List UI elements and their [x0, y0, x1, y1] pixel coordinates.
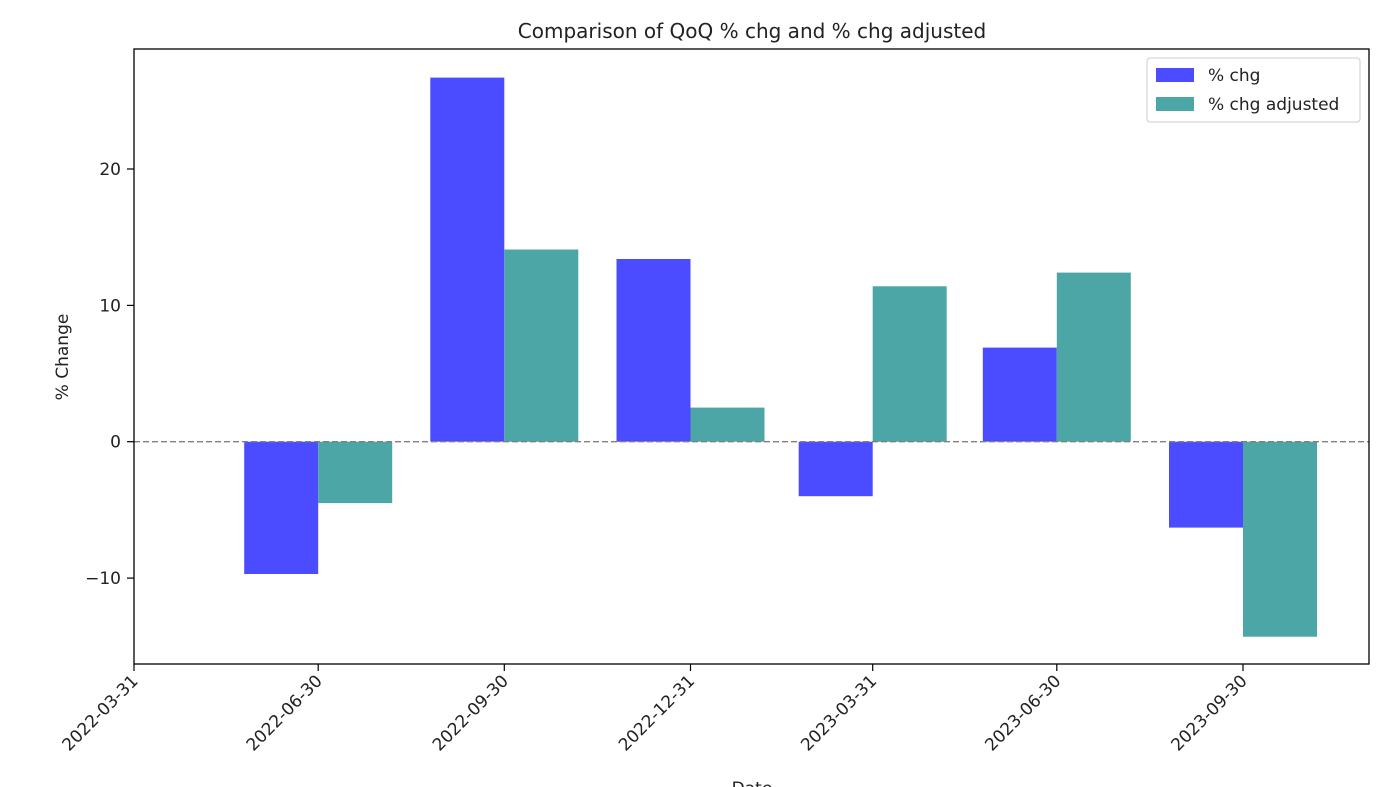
y-axis-label: % Change — [53, 314, 73, 401]
x-tick-label: 2022-06-30 — [243, 671, 327, 755]
x-tick-label: 2022-03-31 — [59, 671, 143, 755]
bar-chg-adjusted — [318, 441, 393, 504]
y-tick-label: 0 — [110, 433, 121, 453]
legend-swatch — [1156, 97, 1194, 111]
y-tick-label: −10 — [85, 569, 121, 589]
x-tick-label: 2023-09-30 — [1168, 671, 1252, 755]
y-tick-label: 20 — [99, 160, 121, 180]
x-tick-label: 2023-06-30 — [981, 671, 1065, 755]
x-axis-label: Date — [732, 779, 773, 787]
bar-chg — [616, 259, 691, 442]
plot-frame — [133, 48, 1370, 665]
bar-chg — [982, 347, 1057, 442]
bar-chg-adjusted — [504, 249, 579, 442]
bar-chg-adjusted — [1243, 441, 1317, 637]
bar-chg — [798, 441, 873, 497]
x-tick-label: 2023-03-31 — [797, 671, 881, 755]
bar-chg — [1169, 441, 1243, 528]
chart-title: Comparison of QoQ % chg and % chg adjust… — [518, 19, 986, 43]
legend-label: % chg adjusted — [1208, 95, 1339, 115]
legend-label: % chg — [1208, 66, 1260, 86]
y-tick-label: 10 — [99, 296, 121, 316]
legend-swatch — [1156, 68, 1194, 82]
bar-chg — [430, 77, 505, 442]
x-tick-label: 2022-09-30 — [429, 671, 513, 755]
bar-chg-adjusted — [1056, 272, 1131, 442]
bar-chg — [244, 441, 319, 574]
plot-area: −10 0 10 20 2022-03-31 2022-06-30 2022-09-30 20… — [59, 48, 1370, 755]
x-tick-label: 2022-12-31 — [615, 671, 699, 755]
bar-chg-adjusted — [690, 407, 765, 442]
legend-box — [1146, 57, 1361, 123]
bar-chg-adjusted — [872, 286, 947, 442]
